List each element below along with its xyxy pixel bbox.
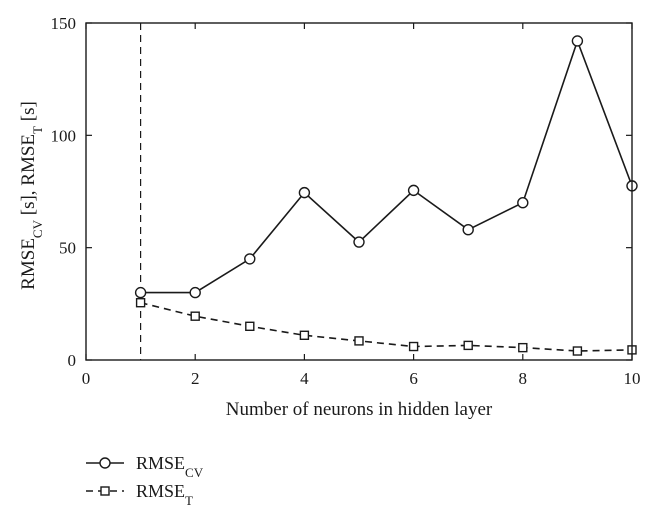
x-tick-label: 2 [191, 369, 200, 388]
y-axis-title: RMSECV [s], RMSET [s] [18, 101, 45, 290]
data-point-t-5 [354, 336, 364, 346]
x-axis-title: Number of neurons in hidden layer [226, 399, 493, 420]
data-point-t-4 [299, 330, 310, 340]
data-point-cv-6 [407, 184, 420, 197]
data-point-cv-7 [462, 223, 474, 236]
legend-label-cv: RMSECV [136, 453, 204, 480]
data-point-t-6 [408, 341, 419, 352]
series-line-rmse-t [140, 301, 633, 352]
data-point-cv-4 [298, 186, 311, 199]
data-point-t-8 [518, 342, 528, 353]
data-point-cv-2 [189, 286, 201, 299]
y-tick-label: 0 [68, 351, 77, 370]
x-tick-label: 4 [300, 369, 309, 388]
data-point-cv-5 [353, 236, 365, 248]
legend-marker-circle [99, 457, 111, 469]
data-point-t-7 [463, 340, 473, 351]
data-point-cv-8 [517, 197, 529, 209]
plot-frame [85, 22, 633, 361]
x-tick-label: 8 [519, 369, 528, 388]
y-tick-label: 150 [51, 14, 77, 33]
legend-label-t: RMSET [136, 481, 193, 508]
data-point-t-1 [135, 298, 146, 308]
x-tick-label: 0 [82, 369, 91, 388]
x-tick-label: 10 [624, 369, 641, 388]
axes-frame [85, 22, 633, 361]
series-line-rmse-cv [140, 38, 633, 294]
legend-marker-square [100, 486, 110, 496]
axis-titles: Number of neurons in hidden layer RMSECV … [18, 101, 493, 420]
data-point-cv-1 [134, 286, 147, 299]
series-layer [134, 35, 638, 356]
data-point-t-9 [572, 346, 583, 356]
data-point-cv-3 [244, 253, 256, 265]
data-point-t-2 [190, 311, 200, 321]
x-tick-label: 6 [409, 369, 418, 388]
data-point-t-3 [245, 321, 255, 331]
y-tick-label: 50 [59, 239, 76, 258]
data-point-cv-9 [571, 35, 584, 47]
y-tick-label: 100 [51, 126, 77, 145]
